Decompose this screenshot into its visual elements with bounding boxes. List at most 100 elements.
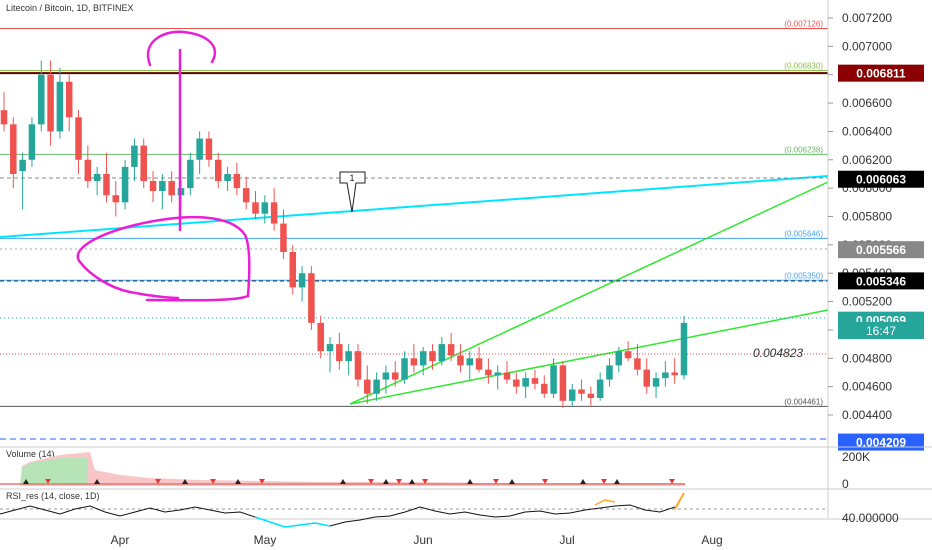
candle-body xyxy=(159,181,166,191)
volume-marker xyxy=(259,479,265,484)
candle-body xyxy=(270,202,278,224)
level-label: (0.007126) xyxy=(784,19,823,28)
main-plot-area xyxy=(0,0,828,446)
candle-body xyxy=(233,173,241,189)
candle-body xyxy=(447,344,455,356)
price-tick-label: 0.007000 xyxy=(842,39,892,53)
volume-marker xyxy=(155,479,161,484)
callout-marker[interactable]: 1 xyxy=(339,171,366,213)
candle-body xyxy=(559,365,567,401)
candle-body xyxy=(140,145,147,182)
candle-body xyxy=(336,344,343,362)
volume-marker xyxy=(542,479,548,484)
candle-body xyxy=(624,351,632,359)
price-tick-label: 0.005200 xyxy=(842,295,892,309)
candle-body xyxy=(242,188,250,203)
volume-tick-0: 0 xyxy=(842,477,849,491)
candle-body xyxy=(56,81,64,132)
volume-marker xyxy=(409,479,415,484)
level-label: (0.005350) xyxy=(784,271,823,280)
level-label: (0.006830) xyxy=(784,61,823,70)
volume-marker xyxy=(23,479,29,484)
price-badge-label: 0.004209 xyxy=(856,436,906,450)
candle-body xyxy=(438,344,446,362)
cyan-trendline[interactable] xyxy=(0,175,829,238)
candle-body xyxy=(662,372,669,379)
rsi-line xyxy=(0,504,676,528)
price-badge-label: 0.005566 xyxy=(856,243,906,257)
candle-body xyxy=(550,365,557,394)
volume-marker xyxy=(467,479,473,484)
price-badge xyxy=(838,241,924,259)
trendlines xyxy=(0,175,829,440)
candle-body xyxy=(503,372,511,380)
price-badge xyxy=(838,433,924,451)
price-tick-label: 0.004800 xyxy=(842,351,892,365)
magenta-arc xyxy=(146,30,217,67)
volume-marker xyxy=(94,479,100,484)
candle-body xyxy=(596,379,604,398)
candle-body xyxy=(587,393,595,398)
candle-body xyxy=(187,159,194,189)
price-tick-label: 0.006400 xyxy=(842,124,892,138)
volume-marker xyxy=(235,479,241,484)
price-tick-label: 0.006600 xyxy=(842,96,892,110)
candle-body xyxy=(345,351,352,362)
candle-body xyxy=(280,223,287,252)
time-tick-label: Aug xyxy=(701,533,722,547)
volume-marker xyxy=(580,479,586,484)
candle-body xyxy=(429,351,436,362)
volume-marker xyxy=(45,479,51,484)
volume-marker xyxy=(509,479,515,484)
candle-body xyxy=(47,74,54,132)
time-axis[interactable]: Apr May Jun Jul Aug xyxy=(111,533,723,547)
candle-body xyxy=(643,369,650,387)
green-trendline-shallow[interactable] xyxy=(349,309,829,405)
candle-body xyxy=(522,378,529,387)
rsi-highlight-2 xyxy=(674,492,685,510)
volume-marker xyxy=(669,479,675,484)
volume-tick-200k: 200K xyxy=(842,450,870,464)
candle-body xyxy=(28,124,36,160)
volume-marker xyxy=(422,479,428,484)
candle-body xyxy=(205,138,213,160)
countdown-badge xyxy=(838,322,924,339)
candle-body xyxy=(65,81,73,118)
volume-ma-area-green xyxy=(20,458,88,486)
green-trendline-steep[interactable] xyxy=(349,181,829,405)
candle-body xyxy=(494,372,501,376)
candle-body xyxy=(317,322,324,352)
candle-body xyxy=(364,379,371,394)
candle-body xyxy=(652,378,660,387)
candle-body xyxy=(382,372,390,380)
candle-body xyxy=(261,202,269,214)
countdown-label: 16:47 xyxy=(866,324,896,338)
rsi-oversold-segment xyxy=(254,516,331,528)
candle-body xyxy=(531,378,539,384)
candle-body xyxy=(252,202,259,214)
candle-body xyxy=(419,351,427,366)
price-tick-label: 0.007200 xyxy=(842,11,892,25)
annotation-value: 0.004823 xyxy=(753,346,803,360)
candle-body xyxy=(298,273,306,288)
candle-body xyxy=(112,195,120,203)
candle-body xyxy=(606,365,613,380)
time-tick-label: May xyxy=(254,533,277,547)
level-label: (0.005646) xyxy=(784,229,823,238)
candle-body xyxy=(568,389,576,401)
volume-marker xyxy=(383,479,389,484)
candle-body xyxy=(103,173,110,196)
candle-body xyxy=(196,138,203,160)
candle-body xyxy=(466,358,474,366)
price-badge-label: 0.006811 xyxy=(856,67,906,81)
level-label: (0.006238) xyxy=(784,145,823,154)
candle-body xyxy=(391,372,399,380)
volume-marker xyxy=(601,479,607,484)
volume-marker xyxy=(340,479,346,484)
rsi-highlight-1 xyxy=(594,499,616,506)
candle-body xyxy=(354,351,362,380)
candle-body xyxy=(121,166,129,203)
rsi-panel: RSI_res (14, close, 1D) 40.000000 xyxy=(0,491,899,528)
candle-body xyxy=(401,358,408,380)
